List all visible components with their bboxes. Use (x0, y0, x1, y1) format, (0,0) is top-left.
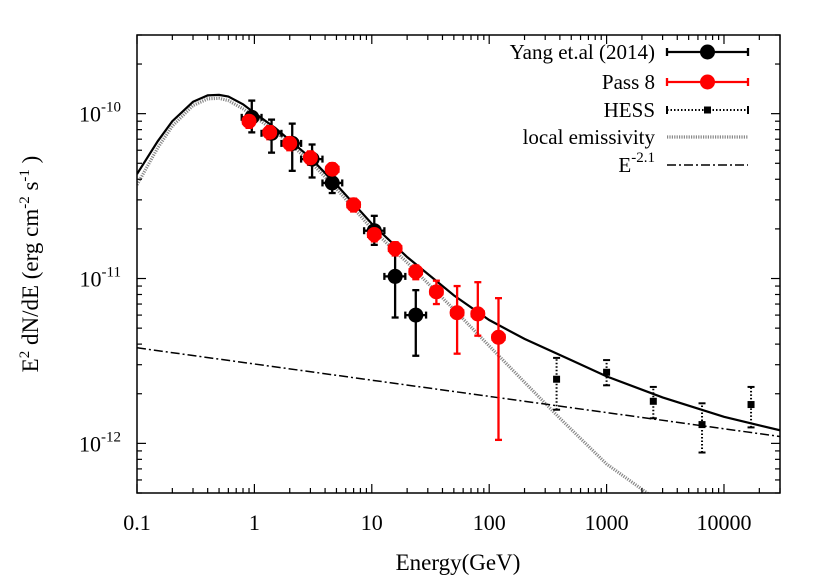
legend: Yang et.al (2014) Pass 8 HESS local emissiv… (510, 40, 750, 177)
legend-swatch-marker (704, 106, 711, 114)
pass-8-point (366, 226, 382, 242)
legend-label: local emissivity (523, 125, 656, 149)
pass-8-point (282, 135, 298, 151)
x-tick-label: 10 (361, 510, 383, 535)
yang-et-al-2014--point (387, 268, 403, 284)
pass-8-point (387, 241, 403, 257)
y-tick-base: 10 (79, 431, 101, 456)
y-tick-label: 10-12 (79, 429, 121, 456)
legend-label-text: E (618, 153, 631, 177)
y-tick-base: 10 (80, 267, 102, 292)
curve-e-2-1 (137, 347, 780, 438)
x-tick-label: 100 (473, 510, 506, 535)
pass-8-point (346, 197, 362, 213)
yang-et-al-2014--point (324, 175, 340, 191)
legend-label-text: Pass 8 (602, 70, 655, 94)
hess-point (603, 368, 611, 376)
y-tick-exp: -12 (101, 429, 121, 445)
legend-label: Yang et.al (2014) (510, 40, 655, 64)
legend-label-sup: -2.1 (631, 150, 655, 166)
x-tick-label: 1 (249, 510, 260, 535)
pass-8-point (324, 161, 340, 177)
y-tick-base: 10 (79, 102, 101, 127)
y-tick-exp: -11 (102, 265, 121, 281)
hess-point (553, 375, 561, 383)
pass-8-point (408, 264, 424, 280)
legend-label: E-2.1 (618, 150, 655, 177)
x-tick-label: 10000 (696, 510, 751, 535)
x-axis-title: Energy(GeV) (396, 550, 521, 575)
legend-label: HESS (604, 98, 655, 122)
legend-label-text: HESS (604, 98, 655, 122)
y-tick-label: 10-11 (80, 265, 121, 292)
pass-8-point (262, 124, 278, 140)
y-title-sup-neg2: -2 (17, 196, 33, 209)
model-curves (137, 93, 780, 493)
yang-et-al-2014--point (408, 307, 424, 323)
x-tick-label: 1000 (585, 510, 629, 535)
error-bars (240, 99, 755, 454)
pass-8-point (241, 113, 257, 129)
pass-8-point (490, 329, 506, 345)
hess-point (698, 421, 706, 429)
pass-8-point (470, 306, 486, 322)
pass-8-point (302, 150, 318, 166)
legend-label-text: Yang et.al (2014) (510, 40, 655, 64)
hess-point (649, 397, 657, 405)
plot-frame (136, 34, 781, 494)
legend-label: Pass 8 (602, 70, 655, 94)
y-tick-label: 10-10 (79, 100, 121, 127)
y-tick-exp: -10 (101, 100, 121, 116)
hess-point (747, 401, 755, 409)
legend-swatch-marker (700, 44, 715, 60)
legend-label-text: local emissivity (523, 125, 656, 149)
pass-8-point (428, 284, 444, 300)
x-tick-label: 0.1 (123, 510, 151, 535)
y-title-sup-2: 2 (17, 351, 33, 359)
axis-ticks (136, 34, 781, 494)
legend-swatch-marker (700, 74, 715, 90)
curve-total-model (137, 93, 780, 432)
y-title-sup-neg1: -1 (17, 169, 33, 182)
y-axis-title: E2 dN/dE (erg cm-2 s-1 ) (17, 156, 43, 373)
pass-8-point (449, 305, 465, 321)
data-markers (241, 109, 755, 429)
